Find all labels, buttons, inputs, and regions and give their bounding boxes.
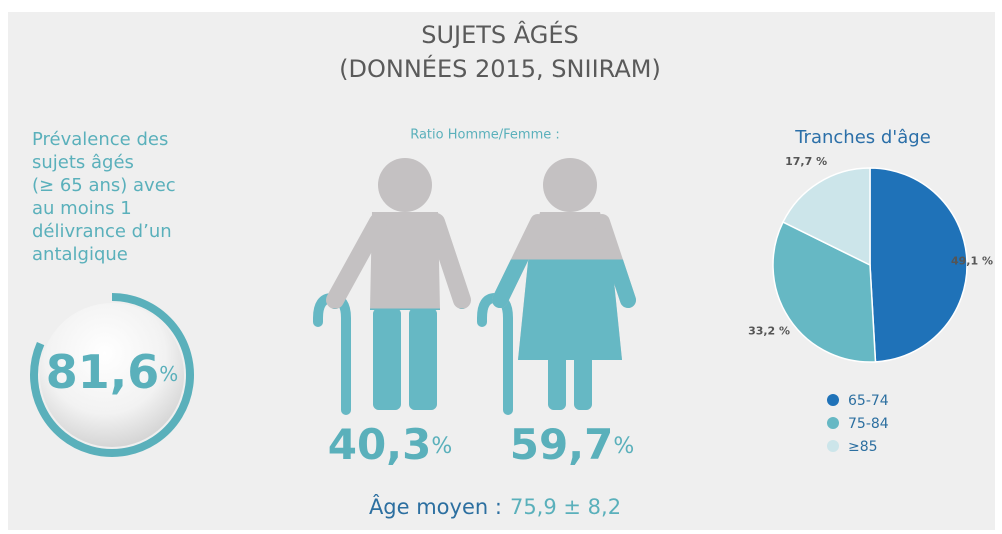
unit: % [613,434,634,459]
pie-title: Tranches d'âge [794,127,931,148]
legend-label: 75-84 [848,416,889,432]
pie-label: 17,7 % [785,155,827,168]
pie-label: 49,1 % [951,255,993,268]
age-label: Âge moyen : [369,494,502,519]
prevalence-line: antalgique [32,244,128,265]
prevalence-line: au moins 1 [32,198,132,219]
women-value: 59,7% [510,420,635,469]
legend-swatch [827,394,839,406]
pie-slice [772,221,877,363]
pie: 49,1 % 65-74 33,2 % 75-84 17,7 % ≥85 [748,155,993,455]
value: 81,6 [46,345,160,399]
prevalence-line: délivrance d’un [32,221,172,242]
legend-swatch [827,417,839,429]
unit: % [159,362,178,386]
unit: % [431,434,452,459]
ratio-title: Ratio Homme/Femme : [410,128,560,143]
value: 40,3 [328,420,432,469]
prevalence-value: 81,6% [46,345,179,399]
subtitle: (DONNÉES 2015, SNIIRAM) [339,54,661,83]
pie-slice [869,167,968,363]
title: SUJETS ÂGÉS [421,20,579,49]
prevalence-line: sujets âgés [32,152,134,173]
pie-label: 33,2 % [748,325,790,338]
legend-label: 65-74 [848,393,889,409]
legend-swatch [827,440,839,452]
age-value: 75,9 ± 8,2 [510,495,621,519]
men-value: 40,3% [328,420,453,469]
value: 59,7 [510,420,614,469]
disc [40,303,184,447]
age: Âge moyen : 75,9 ± 8,2 [369,494,621,519]
pie-slice [782,167,871,267]
prevalence-ring [30,293,194,457]
prevalence-line: Prévalence des [32,129,168,150]
legend-label: ≥85 [848,439,878,455]
prevalence-line: (≥ 65 ans) avec [32,175,176,196]
